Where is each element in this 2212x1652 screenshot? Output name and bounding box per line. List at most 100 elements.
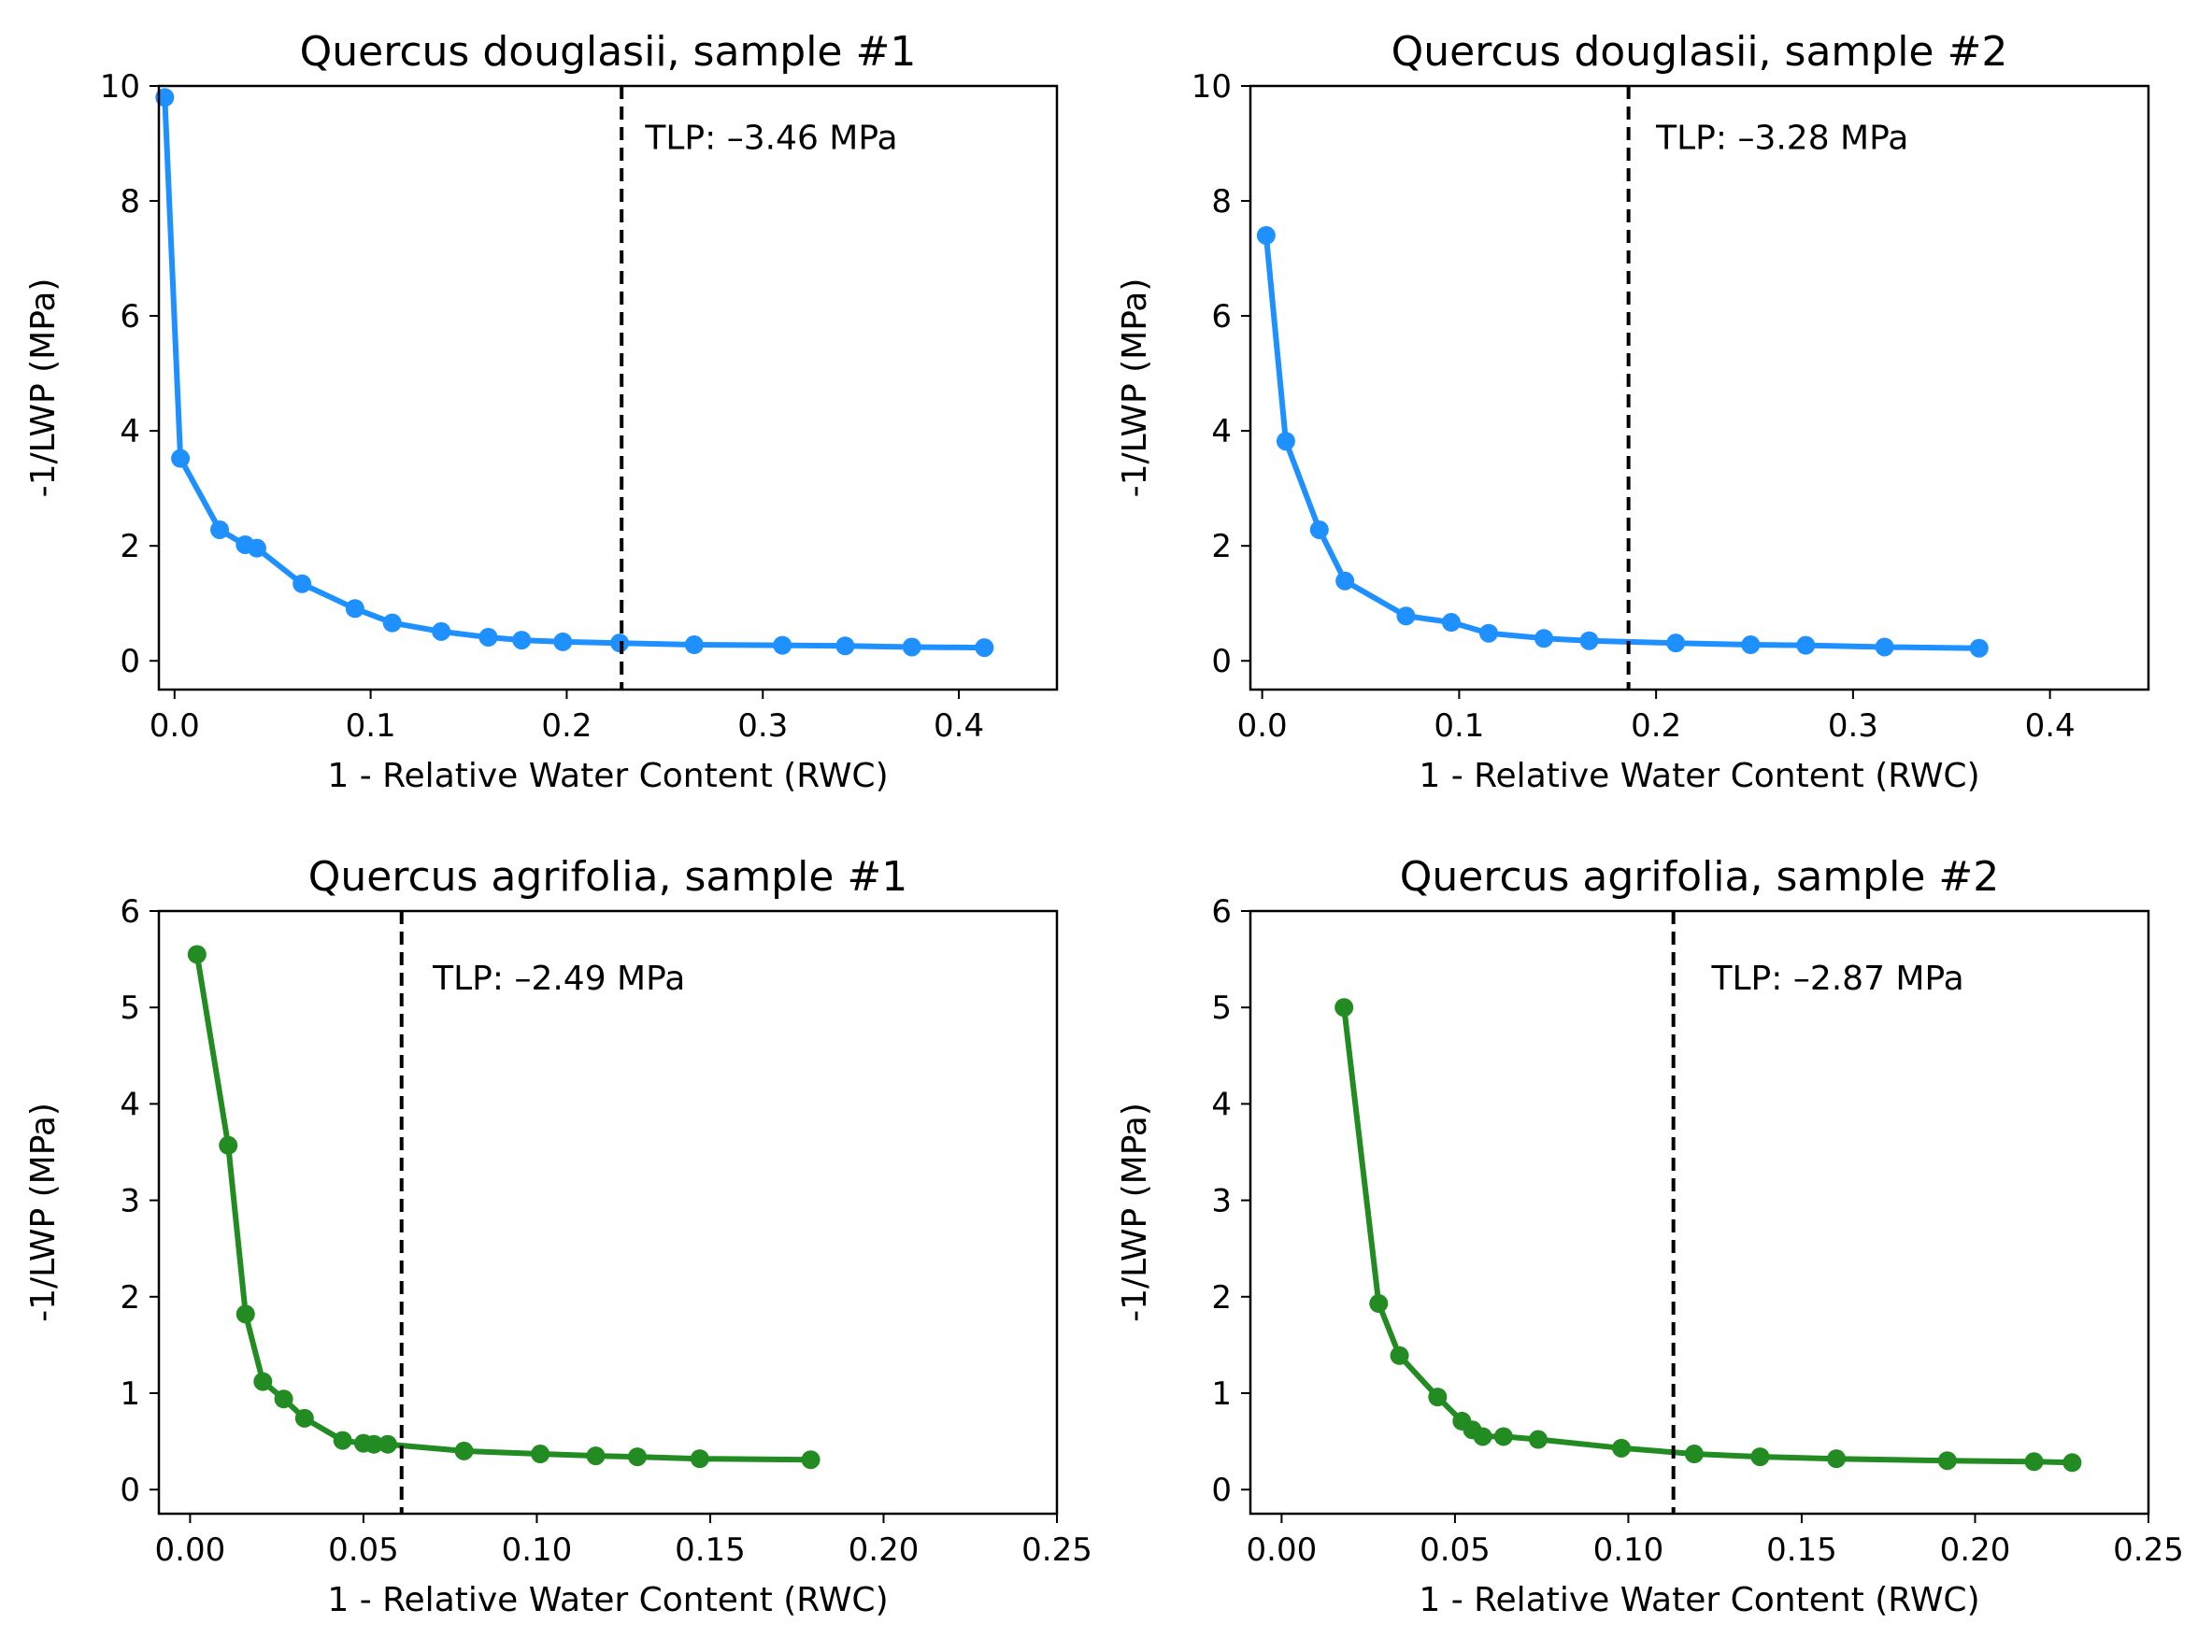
data-point <box>1256 225 1276 245</box>
data-point <box>1937 1451 1957 1471</box>
data-point <box>333 1431 352 1450</box>
data-point <box>1969 638 1989 658</box>
data-point <box>975 638 994 658</box>
subplot-3: Quercus agrifolia, sample #1 0.00 0.05 0.10… <box>24 853 1092 1619</box>
chart-title: Quercus agrifolia, sample #2 <box>1400 853 2000 901</box>
data-point <box>531 1445 550 1464</box>
y-tick-label: 6 <box>120 893 140 931</box>
data-point <box>454 1441 474 1460</box>
data-point <box>247 538 266 558</box>
x-axis-label: 1 - Relative Water Content (RWC) <box>327 757 888 795</box>
tlp-annotation: TLP: –3.46 MPa <box>644 119 897 157</box>
y-tick-label: 1 <box>1211 1375 1232 1413</box>
data-point <box>586 1446 606 1466</box>
y-tick-label: 0 <box>1211 1472 1232 1509</box>
y-tick-label: 5 <box>120 990 140 1027</box>
data-point <box>1479 623 1499 643</box>
y-tick-label: 3 <box>1211 1183 1232 1220</box>
data-point <box>1827 1449 1847 1469</box>
data-point <box>294 1408 314 1428</box>
x-tick-label: 0.25 <box>2113 1531 2184 1569</box>
x-axis-label: 1 - Relative Water Content (RWC) <box>1419 757 1979 795</box>
x-tick-label: 0.00 <box>1247 1531 1318 1569</box>
y-tick-label: 2 <box>120 1279 140 1317</box>
data-point <box>801 1450 821 1470</box>
data-point <box>690 1449 709 1469</box>
y-tick-label: 2 <box>120 528 140 565</box>
data-point <box>2024 1452 2044 1472</box>
y-tick-label: 0 <box>120 1472 140 1509</box>
y-axis-label: -1/LWP (MPa) <box>1116 1103 1154 1322</box>
data-point <box>432 621 451 641</box>
y-tick-label: 10 <box>1192 68 1232 106</box>
y-tick-label: 6 <box>1211 298 1232 335</box>
y-tick-label: 10 <box>100 68 140 106</box>
y-tick-label: 6 <box>1211 893 1232 931</box>
data-point <box>1534 629 1554 648</box>
data-point <box>773 635 792 655</box>
x-tick-label: 0.15 <box>1766 1531 1837 1569</box>
y-tick-label: 3 <box>120 1183 140 1220</box>
data-point <box>1390 1346 1409 1365</box>
subplot-1: Quercus douglasii, sample #1 0.0 0.1 0.2 0.3… <box>24 28 1059 795</box>
series-line <box>1263 235 1979 651</box>
data-point <box>378 1434 397 1454</box>
data-point <box>1684 1445 1704 1464</box>
data-point <box>1335 571 1355 591</box>
x-tick-label: 0.3 <box>737 707 788 745</box>
data-point <box>293 574 312 593</box>
data-point <box>1796 635 1816 655</box>
data-point <box>1528 1430 1548 1449</box>
data-point <box>610 634 630 653</box>
data-point <box>155 88 175 107</box>
data-point <box>1579 631 1599 650</box>
x-tick-label: 0.0 <box>1237 707 1288 745</box>
x-tick-label: 0.1 <box>1434 707 1484 745</box>
x-tick-label: 0.05 <box>328 1531 399 1569</box>
data-point <box>364 1434 384 1454</box>
x-axis-label: 1 - Relative Water Content (RWC) <box>1419 1581 1979 1619</box>
data-point <box>512 631 532 650</box>
x-tick-label: 0.10 <box>1593 1531 1664 1569</box>
axes-frame <box>1249 84 2150 691</box>
data-point <box>1666 634 1686 653</box>
axes-frame <box>157 84 1059 691</box>
x-tick-label: 0.20 <box>1940 1531 2011 1569</box>
y-tick-label: 2 <box>1211 1279 1232 1317</box>
data-point <box>1493 1427 1513 1446</box>
data-point <box>553 632 573 651</box>
subplot-4: Quercus agrifolia, sample #2 0.00 0.05 0.10… <box>1116 853 2184 1619</box>
x-tick-label: 0.2 <box>541 707 592 745</box>
chart-title: Quercus douglasii, sample #1 <box>300 28 917 76</box>
y-tick-label: 4 <box>1211 1086 1232 1123</box>
data-point <box>1369 1294 1389 1314</box>
data-point <box>628 1447 648 1467</box>
x-tick-label: 0.4 <box>934 707 984 745</box>
data-point <box>1309 520 1329 539</box>
series-line <box>193 953 811 1463</box>
series-line <box>1341 1006 2073 1466</box>
y-tick-label: 5 <box>1211 990 1232 1027</box>
data-point <box>1750 1447 1770 1467</box>
data-point <box>1428 1388 1448 1407</box>
data-point <box>684 635 704 655</box>
data-point <box>902 637 921 657</box>
x-tick-label: 0.2 <box>1631 707 1681 745</box>
y-tick-label: 2 <box>1211 528 1232 565</box>
data-point <box>1473 1427 1492 1446</box>
subplot-2: Quercus douglasii, sample #2 0.0 0.1 0.2 0.3… <box>1116 28 2150 795</box>
data-point <box>382 613 402 633</box>
data-point <box>1334 998 1354 1018</box>
data-point <box>1276 432 1295 451</box>
axes-frame <box>1249 909 2150 1516</box>
data-point <box>1441 613 1461 633</box>
data-point <box>478 628 498 648</box>
x-tick-label: 0.00 <box>155 1531 226 1569</box>
x-tick-label: 0.3 <box>1828 707 1878 745</box>
y-axis-label: -1/LWP (MPa) <box>1116 278 1154 498</box>
data-point <box>210 520 230 539</box>
y-tick-label: 4 <box>1211 413 1232 450</box>
y-axis-label: -1/LWP (MPa) <box>24 1103 63 1322</box>
y-tick-label: 4 <box>120 413 140 450</box>
